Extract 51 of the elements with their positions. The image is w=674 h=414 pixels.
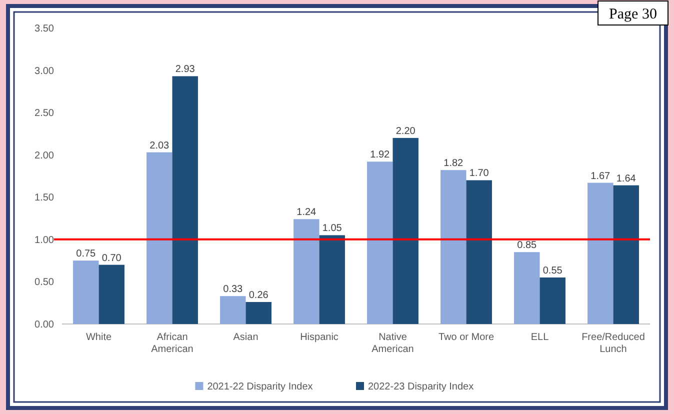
text: 2.20	[396, 126, 416, 137]
legend-label: 2022-23 Disparity Index	[368, 382, 474, 392]
x-tick-label: African American	[151, 332, 194, 355]
y-tick-label: 2.00	[34, 150, 54, 162]
bar	[146, 152, 172, 324]
bar	[367, 162, 393, 324]
bar	[246, 302, 272, 324]
legend-label: 2021-22 Disparity Index	[207, 382, 313, 392]
x-tick-label: Native American	[372, 332, 414, 355]
bar	[392, 138, 418, 324]
text: 2.93	[175, 64, 195, 76]
text: 2.03	[150, 140, 170, 152]
bar	[440, 170, 466, 324]
text: 1.24	[296, 207, 316, 218]
bar	[319, 235, 345, 324]
y-tick-label: 3.00	[34, 66, 54, 77]
text: 0.85	[517, 240, 537, 252]
bar	[220, 296, 246, 324]
x-tick-label: Two or More	[438, 332, 494, 343]
text: 1.67	[590, 170, 610, 182]
x-tick-label: Asian	[233, 332, 258, 343]
x-tick-label: ELL	[530, 332, 550, 343]
text: 1.64	[616, 173, 636, 184]
y-tick-label: 1.50	[34, 192, 54, 204]
bar	[588, 182, 614, 324]
bar	[514, 252, 540, 324]
text: 0.55	[542, 265, 562, 276]
text: 1.92	[370, 150, 390, 161]
bar	[466, 180, 492, 324]
y-tick-label: 3.50	[34, 24, 54, 34]
bar	[540, 277, 566, 324]
text: 1.05	[322, 223, 342, 234]
y-tick-label: 0.50	[34, 277, 54, 288]
y-tick-label: 0.00	[34, 320, 54, 330]
text: 0.26	[248, 290, 268, 302]
text: 1.82	[444, 158, 464, 170]
bar	[98, 264, 124, 324]
x-tick-label: Free/Reduced Lunch	[582, 332, 645, 355]
y-tick-label: 2.50	[34, 108, 54, 120]
text: 1.70	[469, 168, 489, 180]
text: Page 30	[609, 6, 657, 22]
bar	[613, 185, 639, 324]
bar	[172, 76, 198, 324]
x-tick-label: White	[86, 332, 112, 343]
text: 0.70	[102, 252, 122, 264]
text: 0.33	[223, 284, 243, 296]
bar	[73, 260, 99, 324]
bar	[294, 219, 320, 324]
x-tick-label: Hispanic	[300, 332, 338, 343]
text: 0.75	[76, 248, 96, 260]
y-tick-label: 1.00	[34, 234, 54, 246]
